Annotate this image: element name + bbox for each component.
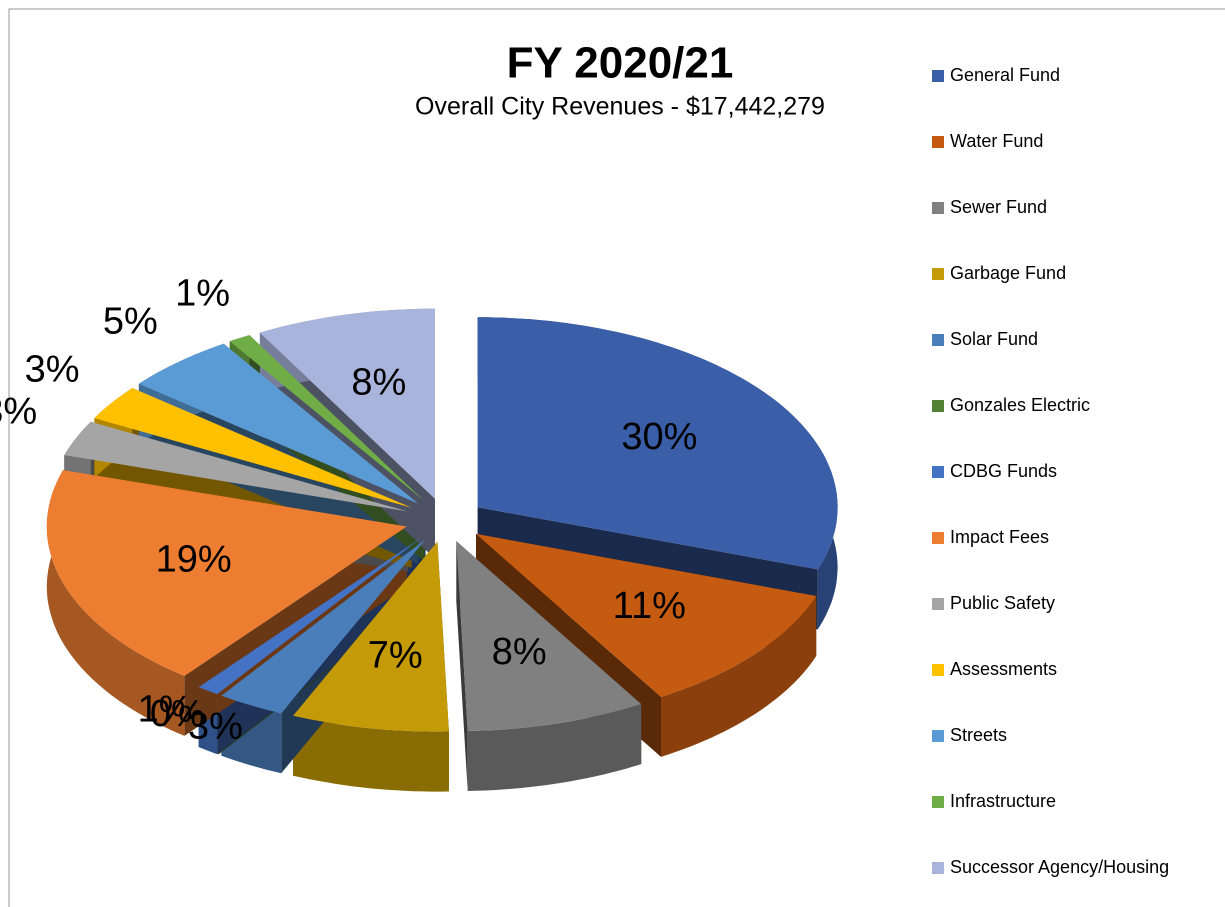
slice [221,539,426,714]
slice [198,537,422,695]
legend-label: Garbage Fund [950,263,1066,283]
slice [476,533,817,697]
legend-label: Sewer Fund [950,197,1047,217]
legend-swatch [932,730,944,742]
legend-swatch [932,862,944,874]
slice-side [293,715,449,792]
slice-side [46,470,185,736]
legend-swatch [932,796,944,808]
slice [293,541,449,732]
data-label: 7% [368,634,423,676]
legend-label: Water Fund [950,131,1043,151]
legend-label: Successor Agency/Housing [950,857,1169,877]
slice-side [661,596,817,757]
legend-label: Public Safety [950,593,1055,613]
slice [456,541,642,731]
data-label: 19% [156,539,232,581]
pie-tops [46,308,838,732]
legend-swatch [932,664,944,676]
slice [229,335,425,502]
data-label: 11% [613,585,686,627]
legend-swatch [932,532,944,544]
legend-label: Solar Fund [950,329,1038,349]
data-label: 1% [175,273,230,315]
slice-side [467,704,642,791]
legend-label: CDBG Funds [950,461,1057,481]
data-label: 8% [351,362,406,404]
legend-label: Streets [950,725,1007,745]
chart-title: FY 2020/21 [507,39,734,88]
slice [138,343,419,504]
chart-subtitle: Overall City Revenues - $17,442,279 [415,93,825,121]
data-label: 30% [621,416,697,458]
legend-swatch [932,334,944,346]
legend-label: General Fund [950,65,1060,85]
legend-swatch [932,598,944,610]
data-label: 3% [0,390,37,432]
legend-swatch [932,268,944,280]
legend-swatch [932,466,944,478]
data-label: 3% [188,705,243,747]
legend-label: Assessments [950,659,1057,679]
slice [94,388,412,508]
legend-label: Impact Fees [950,527,1049,547]
legend-swatch [932,70,944,82]
data-label: 5% [103,301,158,343]
legend-label: Infrastructure [950,791,1056,811]
legend-label: Gonzales Electric [950,395,1090,415]
slice [259,308,435,499]
data-label: 0% [150,693,205,735]
slice [46,470,407,676]
data-label: 3% [25,349,80,391]
legend-swatch [932,400,944,412]
slice [64,421,409,512]
data-label: 1% [138,688,193,730]
legend-swatch [932,136,944,148]
data-label: 8% [492,631,547,673]
slice [218,538,423,695]
legend-swatch [932,202,944,214]
slice [477,317,838,570]
